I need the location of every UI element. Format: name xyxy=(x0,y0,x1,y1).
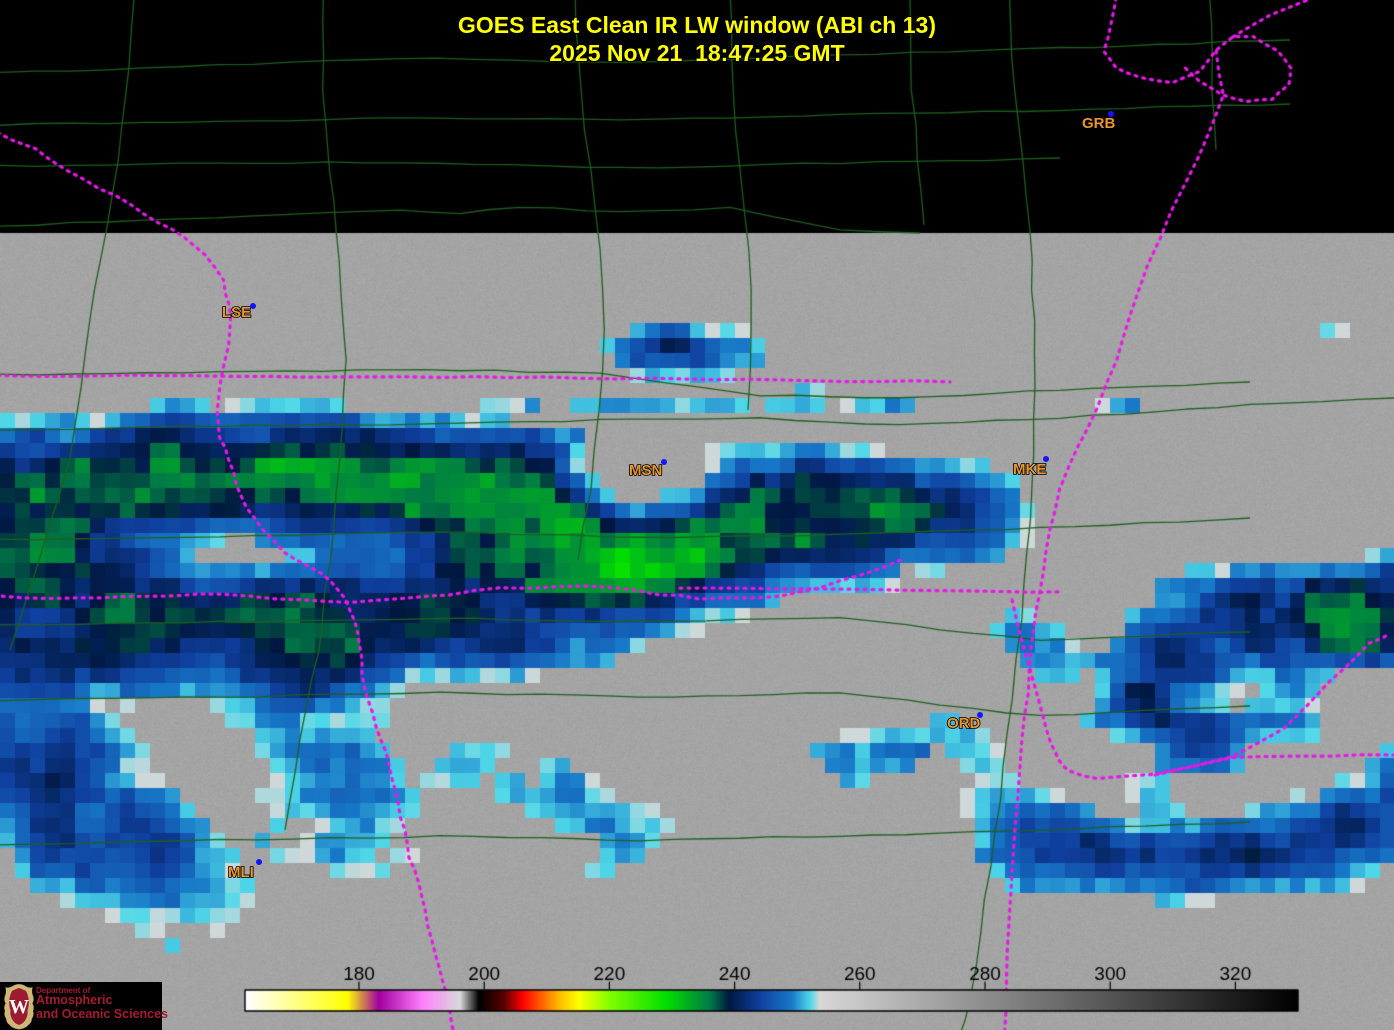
svg-text:W: W xyxy=(9,996,29,1018)
